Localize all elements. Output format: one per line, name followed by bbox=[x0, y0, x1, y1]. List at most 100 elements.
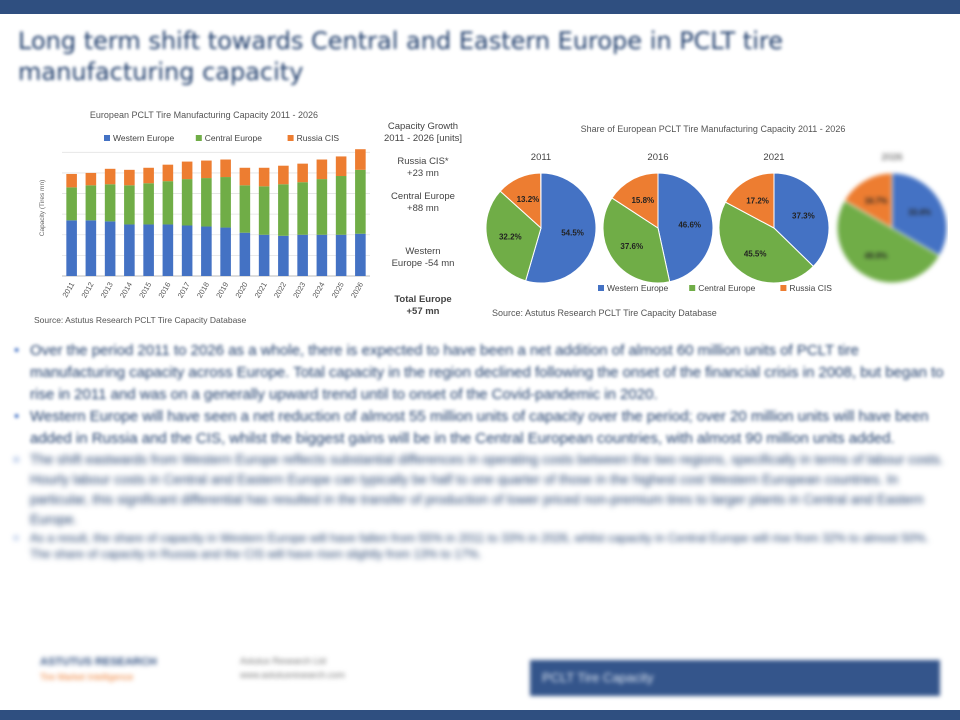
bar-segment bbox=[239, 185, 251, 233]
bar-segment bbox=[66, 187, 77, 221]
bar-segment bbox=[220, 227, 231, 276]
bar-segment bbox=[335, 156, 347, 177]
bullet-item: The shift eastwards from Western Europe … bbox=[14, 450, 944, 530]
annot-header: Capacity Growth 2011 - 2026 [units] bbox=[378, 121, 468, 145]
annot-central: Central Europe +88 mn bbox=[378, 191, 468, 215]
bar-segment bbox=[258, 167, 270, 187]
footer-logo-text: ASTUTUS RESEARCH bbox=[40, 656, 157, 668]
bar-segment bbox=[335, 176, 347, 235]
annot-western-line2: Europe -54 mn bbox=[391, 258, 455, 269]
x-tick-label: 2016 bbox=[156, 281, 172, 300]
annot-central-line2: +88 mn bbox=[407, 203, 439, 214]
pie-slice bbox=[773, 172, 830, 268]
pie-legend-swatch bbox=[598, 285, 604, 291]
pie-source: Source: Astutus Research PCLT Tire Capac… bbox=[492, 308, 717, 318]
bar-segment bbox=[85, 185, 97, 221]
annot-total-line1: Total Europe bbox=[394, 294, 452, 305]
x-tick-label: 2023 bbox=[291, 281, 307, 300]
annot-central-line1: Central Europe bbox=[391, 191, 455, 202]
x-tick-label: 2026 bbox=[349, 281, 365, 300]
pie-slice bbox=[891, 172, 948, 257]
bar-segment bbox=[355, 149, 366, 170]
pie-slice bbox=[836, 199, 941, 284]
bullet-item: Over the period 2011 to 2026 as a whole,… bbox=[14, 340, 944, 406]
pie-2016: 2016 46.6% 37.6% 15.8% bbox=[602, 152, 714, 284]
pie-slice-label: 32.2% bbox=[499, 233, 522, 242]
bar-segment bbox=[316, 234, 328, 276]
annot-russia-line2: +23 mn bbox=[407, 168, 439, 179]
pie-slice-label: 15.8% bbox=[631, 196, 654, 205]
pie-year-label: 2021 bbox=[763, 152, 784, 163]
bar-segment bbox=[124, 169, 135, 186]
pie-slice-label: 54.5% bbox=[561, 228, 584, 237]
x-tick-label: 2012 bbox=[79, 281, 95, 300]
x-tick-label: 2018 bbox=[195, 281, 211, 300]
x-tick-label: 2021 bbox=[253, 281, 269, 300]
bar-segment bbox=[181, 225, 193, 276]
x-tick-label: 2022 bbox=[272, 281, 288, 300]
pie-slice-label: 33.4% bbox=[908, 208, 931, 217]
bar-segment bbox=[66, 173, 77, 188]
pie-legend-label: Russia CIS bbox=[789, 283, 832, 293]
legend-swatch bbox=[104, 135, 110, 141]
bar-segment bbox=[258, 186, 270, 235]
bar-segment bbox=[162, 164, 174, 182]
pie-year-label: 2016 bbox=[647, 152, 668, 163]
bar-segment bbox=[278, 165, 289, 185]
bar-segment bbox=[297, 182, 308, 235]
pie-legend-label: Western Europe bbox=[607, 283, 669, 293]
annot-russia-line1: Russia CIS* bbox=[397, 156, 449, 167]
x-tick-label: 2020 bbox=[233, 281, 249, 300]
pie-slice-label: 37.3% bbox=[792, 212, 815, 221]
bar-segment bbox=[162, 181, 174, 225]
bar-segment bbox=[181, 179, 193, 226]
bar-segment bbox=[239, 232, 251, 276]
pie-slice bbox=[718, 201, 815, 284]
pie-legend-swatch bbox=[780, 285, 787, 291]
bar-segment bbox=[104, 184, 116, 222]
legend-swatch bbox=[195, 135, 202, 141]
bar-segment bbox=[316, 179, 328, 235]
x-tick-label: 2024 bbox=[310, 281, 326, 300]
bar-segment bbox=[220, 177, 231, 228]
pie-year-label: 2026 bbox=[881, 152, 902, 163]
bar-segment bbox=[201, 178, 212, 227]
top-banner bbox=[0, 0, 960, 14]
pie-slice bbox=[724, 172, 775, 229]
bar-segment bbox=[239, 167, 251, 186]
bullet-item: As a result, the share of capacity in We… bbox=[14, 530, 944, 562]
footer-logo-block: ASTUTUS RESEARCH Tire Market Intelligenc… bbox=[40, 652, 420, 692]
bottom-banner bbox=[0, 710, 960, 720]
footer-company: Astutus Research Ltd bbox=[240, 656, 327, 666]
legend-label: Western Europe bbox=[113, 133, 175, 143]
x-tick-label: 2017 bbox=[176, 281, 192, 300]
legend-swatch bbox=[287, 135, 294, 141]
pie-year-label: 2011 bbox=[531, 152, 551, 163]
bar-segment bbox=[355, 169, 366, 234]
bar-segment bbox=[124, 185, 135, 225]
bar-segment bbox=[124, 224, 135, 276]
footer-section-label: PCLT Tire Capacity bbox=[530, 660, 940, 696]
x-tick-label: 2025 bbox=[330, 281, 346, 300]
pie-slice-label: 13.2% bbox=[517, 195, 540, 204]
pie-2026: 2026 33.4% 49.9% 16.7% bbox=[836, 152, 948, 284]
pie-slice bbox=[485, 190, 542, 282]
pie-slice-label: 45.5% bbox=[744, 250, 767, 259]
pie-slice-label: 16.7% bbox=[865, 196, 888, 205]
pie-chart-panel: Share of European PCLT Tire Manufacturin… bbox=[478, 118, 948, 328]
pie-slice-label: 37.6% bbox=[620, 242, 643, 251]
bar-segment bbox=[181, 161, 193, 180]
bar-segment bbox=[355, 233, 366, 276]
footer-logo-tagline: Tire Market Intelligence bbox=[40, 672, 134, 682]
bar-segment bbox=[201, 160, 212, 179]
bar-segment bbox=[278, 184, 289, 236]
bar-segment bbox=[143, 224, 154, 276]
pie-legend-label: Central Europe bbox=[698, 283, 755, 293]
bar-source: Source: Astutus Research PCLT Tire Capac… bbox=[34, 315, 247, 325]
pie-slice bbox=[843, 172, 893, 229]
x-tick-label: 2014 bbox=[118, 281, 134, 300]
pie-2021: 2021 37.3% 45.5% 17.2% bbox=[718, 152, 830, 284]
bullet-item: Western Europe will have seen a net redu… bbox=[14, 406, 944, 450]
pie-slice-label: 17.2% bbox=[746, 197, 769, 206]
bar-segment bbox=[85, 172, 97, 186]
